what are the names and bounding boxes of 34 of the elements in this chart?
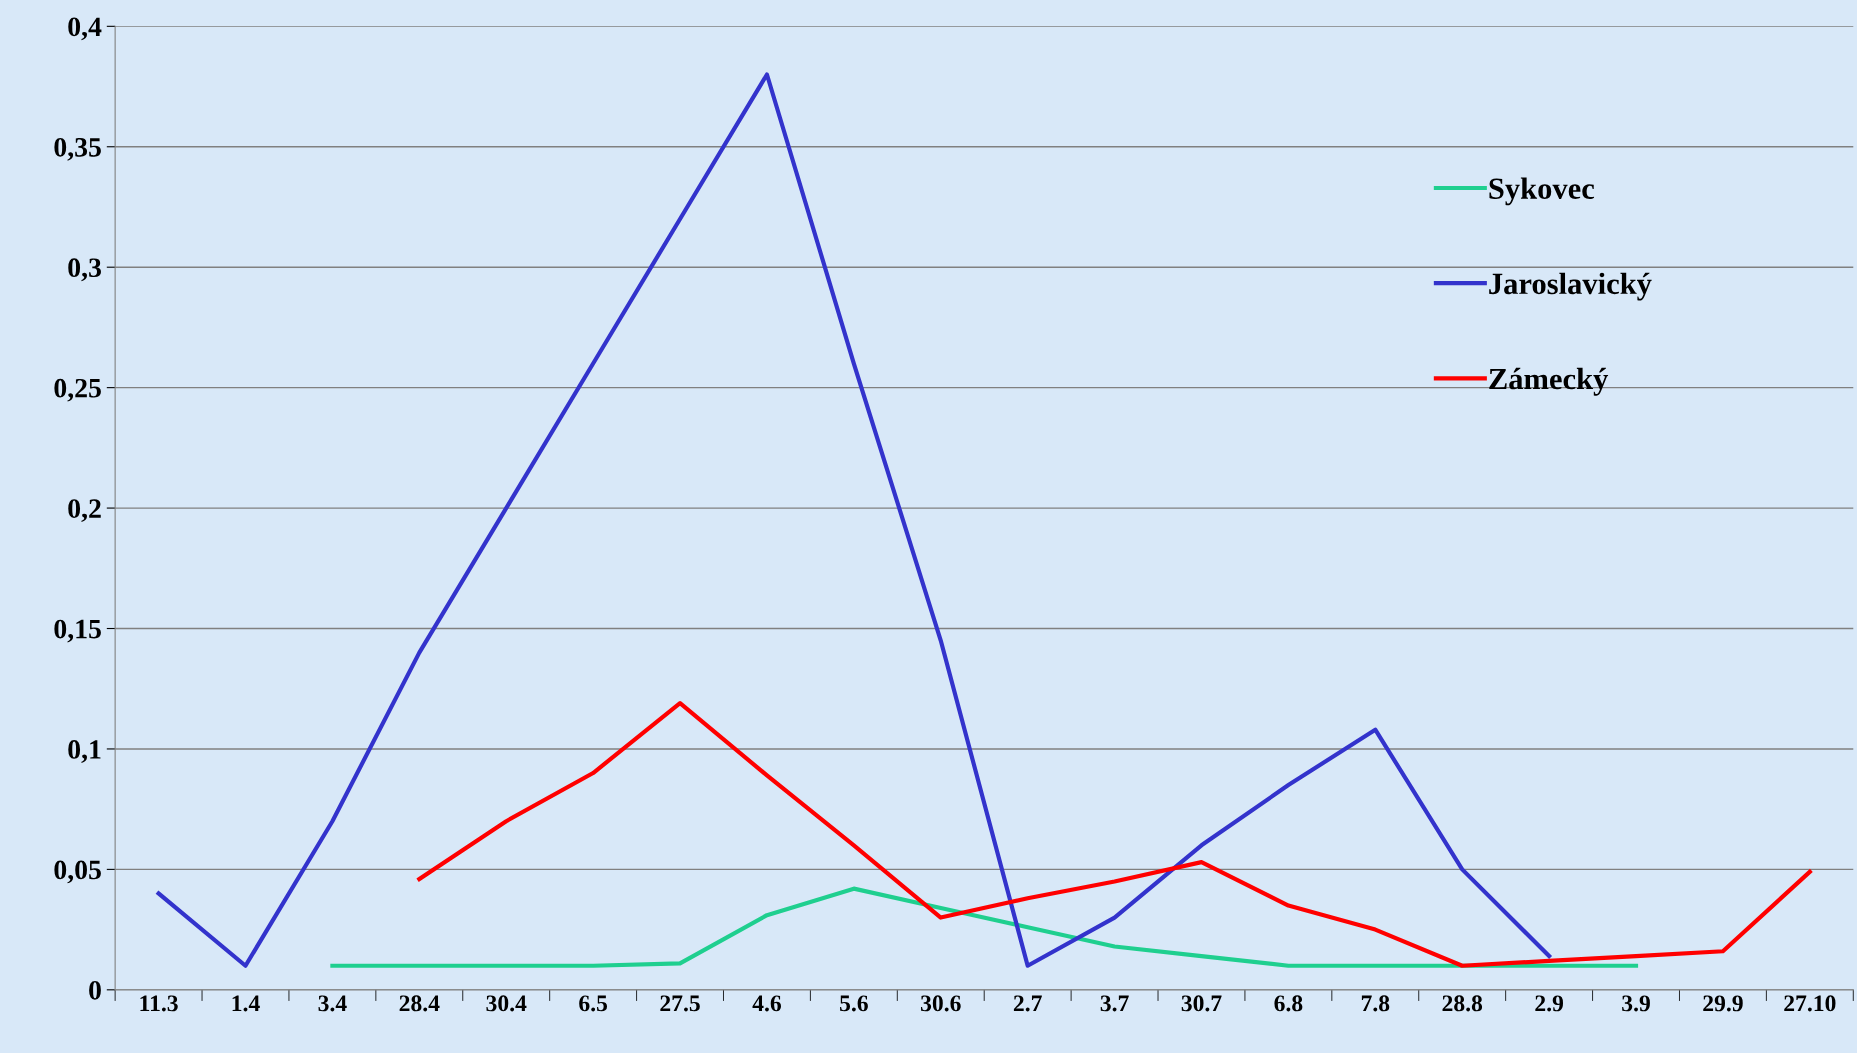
x-tick-label: 3.4 [318, 995, 347, 1012]
x-tick-label: 6.8 [1274, 995, 1303, 1012]
x-tick-label: 4.6 [752, 995, 782, 1012]
x-tick-label: 3.7 [1100, 995, 1129, 1012]
x-tick-label: 5.6 [840, 995, 868, 1012]
x-tick-label: 6.5 [579, 995, 608, 1012]
y-tick-label: 0,3 [68, 258, 101, 282]
y-tick-label: 0,2 [68, 499, 101, 523]
x-tick-label: 30.4 [486, 995, 527, 1012]
y-tick-label: 0 [89, 980, 101, 1000]
x-tick-label: 2.7 [1013, 995, 1042, 1012]
x-tick-label: 28.8 [1442, 995, 1483, 1012]
y-tick-label: 0,05 [54, 860, 101, 884]
x-tick-label: 27.5 [660, 995, 700, 1012]
x-tick-label: 3.9 [1622, 995, 1650, 1012]
legend-label: Sykovec [1489, 177, 1595, 206]
y-tick-label: 0,25 [54, 378, 101, 402]
x-tick-label: 27.10 [1784, 995, 1836, 1012]
line-series [417, 701, 1812, 968]
y-tick-label: 0,15 [54, 619, 101, 643]
y-tick-label: 0,35 [54, 137, 101, 161]
legend-label: Jaroslavický [1489, 272, 1652, 301]
y-tick-label: 0,4 [68, 17, 102, 41]
x-tick-label: 28.4 [399, 995, 440, 1012]
y-tick-label: 0,1 [68, 740, 101, 763]
x-tick-label: 7.8 [1361, 995, 1390, 1012]
line-series [330, 886, 1639, 968]
x-tick-label: 29.9 [1703, 995, 1743, 1012]
legend-label: Zámecký [1489, 367, 1609, 396]
x-tick-label: 11.3 [140, 995, 178, 1012]
x-tick-label: 1.4 [232, 995, 260, 1012]
x-tick-label: 2.9 [1535, 995, 1564, 1012]
x-tick-label: 30.6 [920, 995, 961, 1012]
x-tick-label: 30.7 [1181, 995, 1222, 1012]
